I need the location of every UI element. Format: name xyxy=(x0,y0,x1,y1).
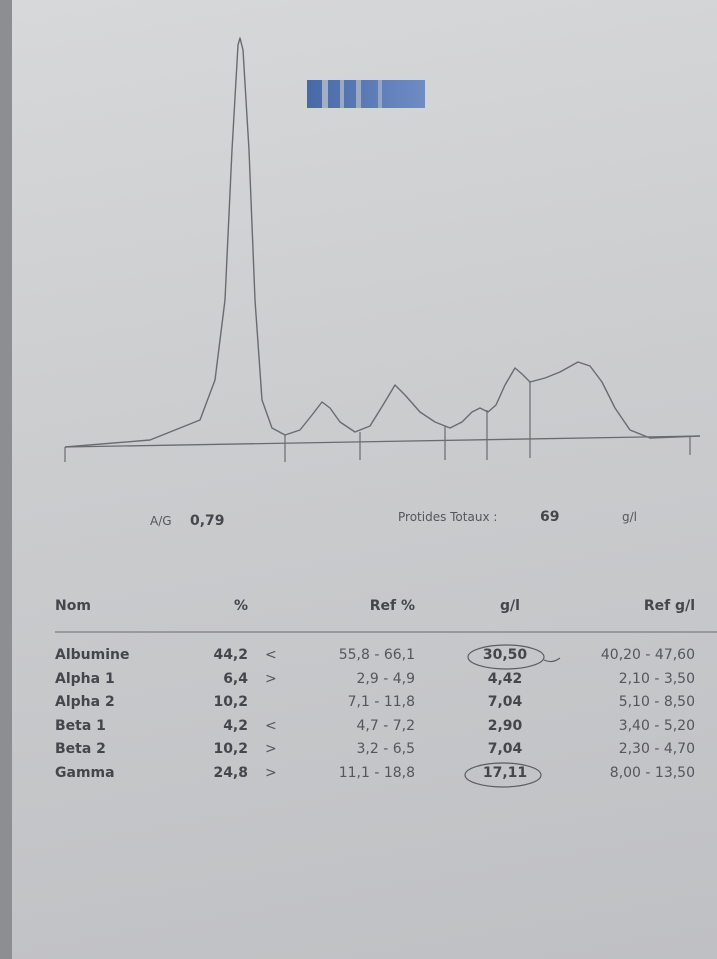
row-name: Alpha 1 xyxy=(55,671,115,687)
row-gl: 17,11 xyxy=(465,765,545,781)
row-percent: 10,2 xyxy=(195,694,248,710)
row-name: Alpha 2 xyxy=(55,694,115,710)
row-name: Beta 1 xyxy=(55,718,106,734)
row-gl: 2,90 xyxy=(465,718,545,734)
row-percent: 24,8 xyxy=(195,765,248,781)
circle-tail xyxy=(544,658,560,662)
row-ref-gl: 2,30 - 4,70 xyxy=(570,741,695,757)
report-page: A/G 0,79 Protides Totaux : 69 g/l Nom% Re… xyxy=(0,0,717,959)
row-ref-gl: 5,10 - 8,50 xyxy=(570,694,695,710)
row-ref-gl: 3,40 - 5,20 xyxy=(570,718,695,734)
row-percent: 10,2 xyxy=(195,741,248,757)
row-ref-percent: 11,1 - 18,8 xyxy=(295,765,415,781)
row-ref-percent: 4,7 - 7,2 xyxy=(295,718,415,734)
fraction-dividers xyxy=(65,382,690,462)
column-header: Ref g/l xyxy=(580,598,695,614)
row-gl: 7,04 xyxy=(465,741,545,757)
row-gl: 7,04 xyxy=(465,694,545,710)
row-flag: < xyxy=(265,718,277,734)
row-name: Gamma xyxy=(55,765,115,781)
total-unit: g/l xyxy=(622,510,637,524)
row-ref-percent: 7,1 - 11,8 xyxy=(295,694,415,710)
total-label: Protides Totaux : xyxy=(398,510,497,524)
baseline xyxy=(65,436,700,447)
electrophoresis-trace xyxy=(0,0,717,959)
column-header: Nom xyxy=(55,598,91,614)
ratio-label: A/G xyxy=(150,514,172,528)
row-ref-percent: 2,9 - 4,9 xyxy=(295,671,415,687)
row-percent: 44,2 xyxy=(195,647,248,663)
row-ref-gl: 8,00 - 13,50 xyxy=(570,765,695,781)
row-name: Beta 2 xyxy=(55,741,106,757)
row-flag: < xyxy=(265,647,277,663)
row-percent: 6,4 xyxy=(195,671,248,687)
row-ref-percent: 55,8 - 66,1 xyxy=(295,647,415,663)
row-ref-percent: 3,2 - 6,5 xyxy=(295,741,415,757)
row-flag: > xyxy=(265,671,277,687)
row-ref-gl: 2,10 - 3,50 xyxy=(570,671,695,687)
column-header: % xyxy=(200,598,248,614)
total-value: 69 xyxy=(540,509,559,525)
row-gl: 4,42 xyxy=(465,671,545,687)
column-header: Ref % xyxy=(300,598,415,614)
column-header: g/l xyxy=(470,598,550,614)
row-flag: > xyxy=(265,741,277,757)
row-ref-gl: 40,20 - 47,60 xyxy=(570,647,695,663)
row-name: Albumine xyxy=(55,647,129,663)
row-gl: 30,50 xyxy=(465,647,545,663)
ratio-value: 0,79 xyxy=(190,513,225,529)
row-flag: > xyxy=(265,765,277,781)
row-percent: 4,2 xyxy=(195,718,248,734)
gel-strip xyxy=(307,80,425,108)
